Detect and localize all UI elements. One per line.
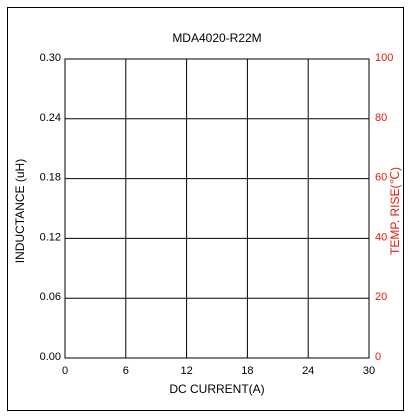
y2-tick-label: 40 <box>375 231 387 243</box>
y-tick-label: 0.12 <box>40 231 61 243</box>
x-tick-label: 24 <box>302 365 314 377</box>
y-axis-label: INDUCTANCE (uH) <box>13 159 27 263</box>
grid <box>65 59 369 358</box>
x-tick-label: 6 <box>123 365 129 377</box>
y2-tick-labels: 0 20 40 60 80 100 <box>375 52 393 363</box>
y-tick-label: 0.24 <box>40 112 61 124</box>
y-tick-label: 0.06 <box>40 291 61 303</box>
y2-tick-label: 20 <box>375 291 387 303</box>
y2-tick-label: 80 <box>375 112 387 124</box>
chart-title: MDA4020-R22M <box>172 31 261 45</box>
y2-tick-label: 0 <box>375 351 381 363</box>
y2-axis-label: TEMP. RISE(℃) <box>388 167 402 255</box>
x-tick-labels: 0 6 12 18 24 30 <box>62 365 375 377</box>
y2-tick-label: 60 <box>375 172 387 184</box>
y2-tick-label: 100 <box>375 52 393 64</box>
x-tick-label: 0 <box>62 365 68 377</box>
y-tick-labels: 0.00 0.06 0.12 0.18 0.24 0.30 <box>40 52 61 363</box>
x-tick-label: 30 <box>363 365 375 377</box>
x-tick-label: 12 <box>180 365 192 377</box>
chart-frame <box>7 7 404 411</box>
y-tick-label: 0.00 <box>40 351 61 363</box>
x-axis-label: DC CURRENT(A) <box>169 382 264 396</box>
x-tick-label: 18 <box>241 365 253 377</box>
y-tick-label: 0.30 <box>40 52 61 64</box>
plot-border <box>64 58 370 359</box>
y-tick-label: 0.18 <box>40 172 61 184</box>
